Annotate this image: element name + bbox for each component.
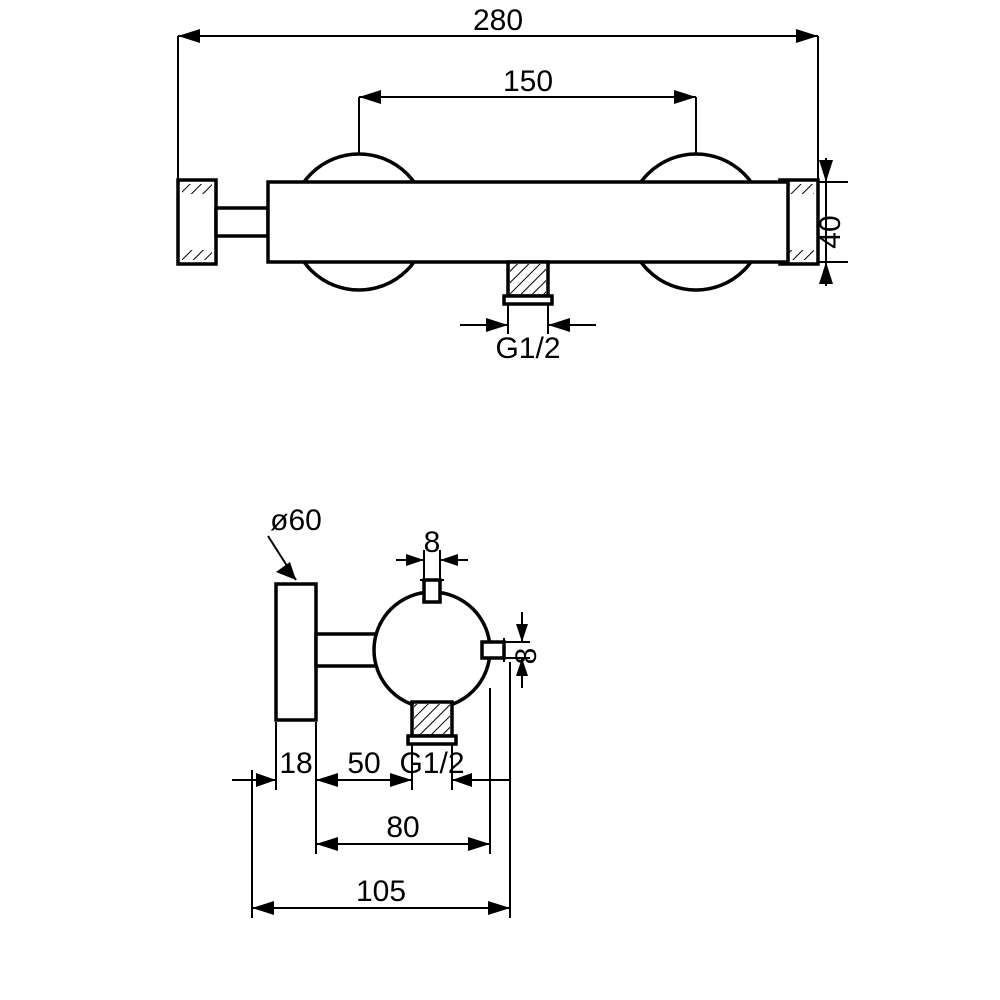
knob bbox=[276, 584, 316, 720]
dim-diameter: ø60 bbox=[268, 504, 322, 580]
dim-150: 150 bbox=[359, 65, 696, 160]
dim-150-label: 150 bbox=[503, 65, 553, 98]
dim-8h-label: 8 bbox=[424, 526, 441, 559]
dim-g12-top: G1/2 bbox=[460, 304, 596, 365]
dim-80: 80 bbox=[316, 811, 490, 851]
right-stub bbox=[482, 638, 504, 662]
dim-row1: 18 50 G1/2 bbox=[232, 747, 510, 787]
dim-g12-side-label: G1/2 bbox=[399, 747, 464, 780]
dim-280-label: 280 bbox=[473, 4, 523, 37]
dim-80-label: 80 bbox=[386, 811, 419, 844]
dim-105: 105 bbox=[252, 875, 510, 915]
side-body-circle bbox=[374, 592, 490, 708]
side-bottom-outlet bbox=[408, 702, 456, 744]
left-cap bbox=[178, 180, 268, 264]
dim-diameter-label: ø60 bbox=[270, 504, 322, 537]
bottom-outlet bbox=[504, 262, 552, 304]
dim-40: 40 bbox=[814, 158, 848, 286]
dim-8v-label: 8 bbox=[510, 648, 543, 665]
dim-g12-top-label: G1/2 bbox=[495, 332, 560, 365]
main-body bbox=[268, 182, 788, 262]
dim-50-label: 50 bbox=[347, 747, 380, 780]
dim-105-label: 105 bbox=[356, 875, 406, 908]
dim-40-label: 40 bbox=[814, 215, 847, 248]
dim-18-label: 18 bbox=[279, 747, 312, 780]
